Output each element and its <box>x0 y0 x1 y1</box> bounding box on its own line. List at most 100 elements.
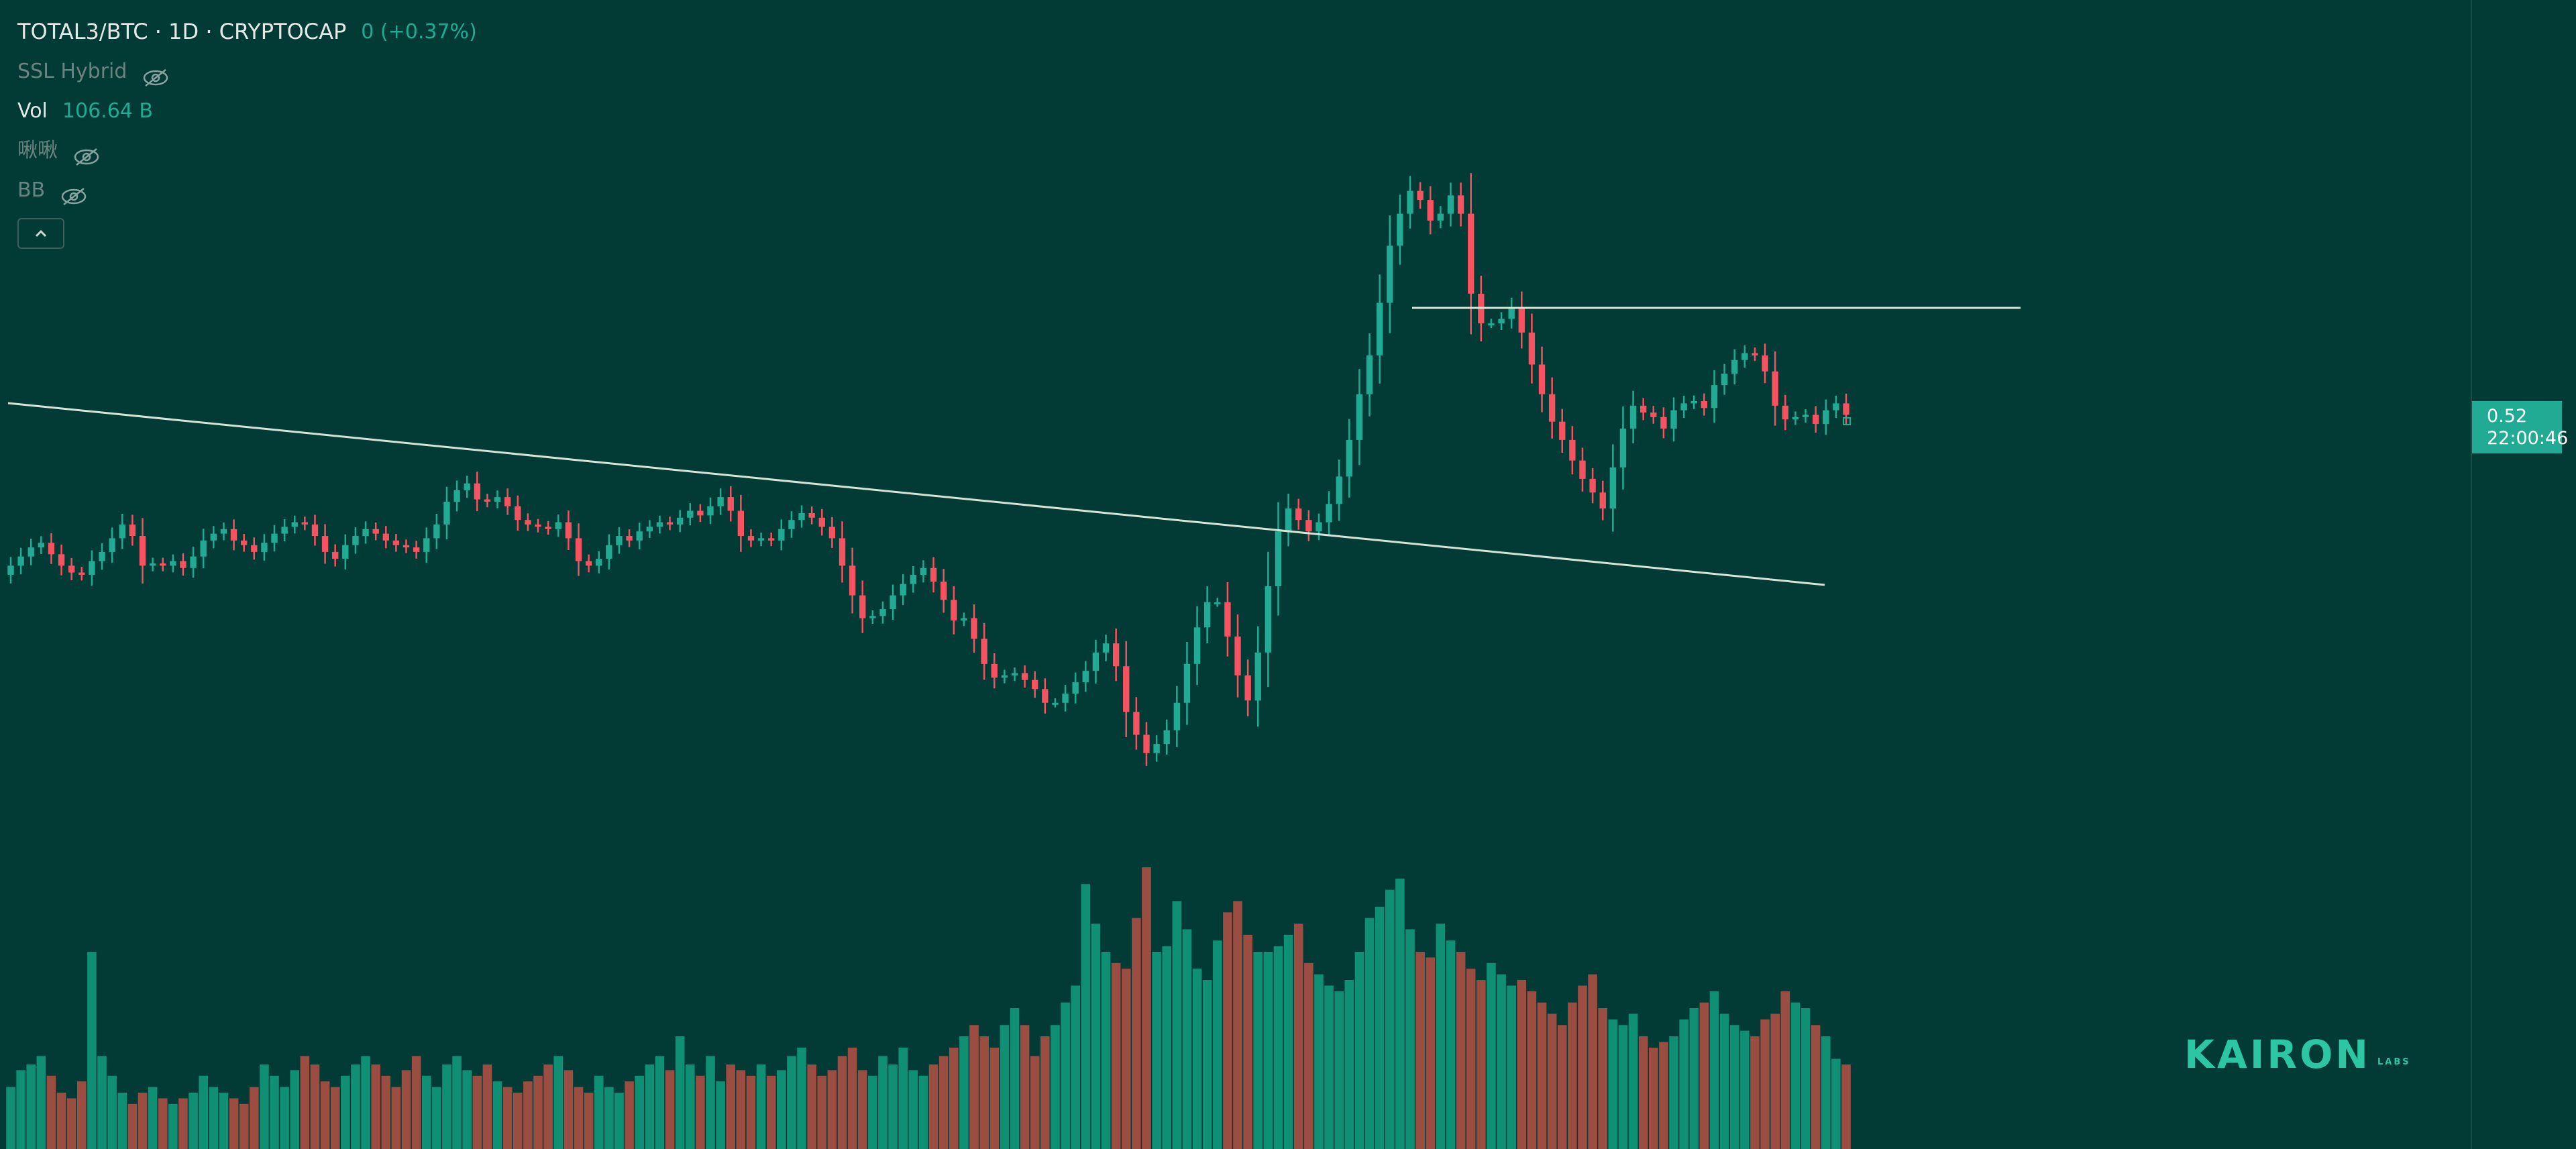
chart-legend: TOTAL3/BTC · 1D · CRYPTOCAP 0 (+0.37%) S… <box>17 12 477 249</box>
volume-bar <box>1801 1008 1811 1149</box>
candle-body <box>1609 467 1617 509</box>
volume-bar <box>847 1047 857 1149</box>
volume-bar <box>421 1075 431 1149</box>
volume-bar <box>1415 952 1425 1149</box>
volume-bar <box>127 1103 138 1149</box>
volume-bar <box>989 1047 1000 1149</box>
volume-bar <box>918 1075 928 1149</box>
candle-body <box>636 531 643 541</box>
volume-bar <box>1344 980 1354 1149</box>
indicator-ssl-row[interactable]: SSL Hybrid <box>17 52 477 91</box>
candle-body <box>321 536 329 552</box>
volume-bar <box>1395 878 1405 1149</box>
candle-body <box>1711 385 1718 408</box>
eye-crossed-icon[interactable] <box>71 141 102 166</box>
candle-body <box>99 551 105 561</box>
volume-bar <box>584 1093 594 1149</box>
candle-body <box>1224 602 1231 637</box>
candle-body <box>1508 307 1515 319</box>
candle-body <box>1265 586 1272 653</box>
volume-bar <box>1527 991 1537 1149</box>
candle-body <box>1295 508 1302 521</box>
volume-bar <box>1172 901 1182 1149</box>
candle-body <box>798 512 805 521</box>
candle-body <box>1468 213 1474 294</box>
candle-body <box>646 527 653 532</box>
volume-bar <box>959 1036 969 1149</box>
volume-bar <box>635 1075 644 1149</box>
volume-bar <box>1385 889 1395 1149</box>
volume-bar <box>1760 1019 1770 1149</box>
candle-body <box>1488 323 1495 326</box>
candle-body <box>504 497 511 506</box>
candle-body <box>1670 410 1677 429</box>
candle-body <box>170 561 176 566</box>
volume-bar <box>665 1070 675 1149</box>
candle-body <box>890 595 896 610</box>
volume-bar <box>1354 952 1364 1149</box>
volume-bar <box>239 1103 249 1149</box>
candle-body <box>494 497 501 502</box>
candle-body <box>240 540 248 545</box>
candle-body <box>555 522 561 529</box>
candle-body <box>869 616 876 618</box>
candle-body <box>1112 643 1120 667</box>
indicator-custom-row[interactable]: 啾啾 <box>17 131 477 170</box>
symbol-title[interactable]: TOTAL3/BTC · 1D · CRYPTOCAP <box>17 19 347 44</box>
volume-bar <box>1699 1002 1709 1149</box>
eye-crossed-icon[interactable] <box>140 62 171 87</box>
descending-trendline[interactable] <box>7 402 1825 586</box>
volume-bar <box>1446 940 1456 1149</box>
volume-bar <box>1517 980 1527 1149</box>
candle-body <box>17 556 24 566</box>
volume-bar <box>837 1056 847 1149</box>
volume-bar <box>320 1081 330 1149</box>
volume-bar <box>736 1070 746 1149</box>
candle-body <box>1569 439 1576 461</box>
volume-bar <box>56 1093 66 1149</box>
volume-row[interactable]: Vol 106.64 B <box>17 91 477 131</box>
volume-bar <box>6 1087 15 1149</box>
candle-body <box>808 512 815 518</box>
candle-body <box>1447 195 1454 214</box>
candle-body <box>474 483 481 500</box>
candle-body <box>1183 663 1191 703</box>
price-axis[interactable] <box>2471 0 2576 1149</box>
volume-bar <box>1405 929 1415 1149</box>
symbol-row[interactable]: TOTAL3/BTC · 1D · CRYPTOCAP 0 (+0.37%) <box>17 12 477 52</box>
volume-bar <box>1648 1047 1658 1149</box>
candle-body <box>1599 492 1606 509</box>
volume-bar <box>502 1087 513 1149</box>
candle-body <box>1559 421 1566 440</box>
candle-body <box>596 559 602 566</box>
volume-bar <box>26 1064 36 1149</box>
candle-body <box>1629 405 1637 429</box>
volume-bar <box>1273 946 1283 1149</box>
volume-bar <box>1821 1036 1831 1149</box>
volume-bar <box>1010 1008 1020 1149</box>
collapse-legend-button[interactable] <box>17 218 64 249</box>
candle-body <box>1072 682 1079 694</box>
volume-bar <box>209 1087 219 1149</box>
candle-body <box>1589 478 1596 493</box>
volume-bar <box>604 1087 614 1149</box>
candle-body <box>879 609 886 616</box>
volume-bar <box>756 1064 766 1149</box>
volume-bar <box>1598 1008 1608 1149</box>
candle-body <box>1701 401 1708 408</box>
volume-bar <box>249 1087 259 1149</box>
indicator-bb-row[interactable]: BB <box>17 170 477 210</box>
candle-body <box>626 536 633 541</box>
volume-bar <box>330 1087 340 1149</box>
volume-bar <box>1790 1002 1801 1149</box>
candle-body <box>1802 415 1809 417</box>
volume-bar <box>1091 924 1101 1149</box>
candle-body <box>1731 360 1738 374</box>
eye-crossed-icon[interactable] <box>58 180 89 205</box>
volume-bar <box>1618 1025 1628 1149</box>
volume-bar <box>614 1093 624 1149</box>
candle-body <box>1254 652 1261 701</box>
candle-body <box>920 567 927 575</box>
candle-body <box>676 517 684 525</box>
